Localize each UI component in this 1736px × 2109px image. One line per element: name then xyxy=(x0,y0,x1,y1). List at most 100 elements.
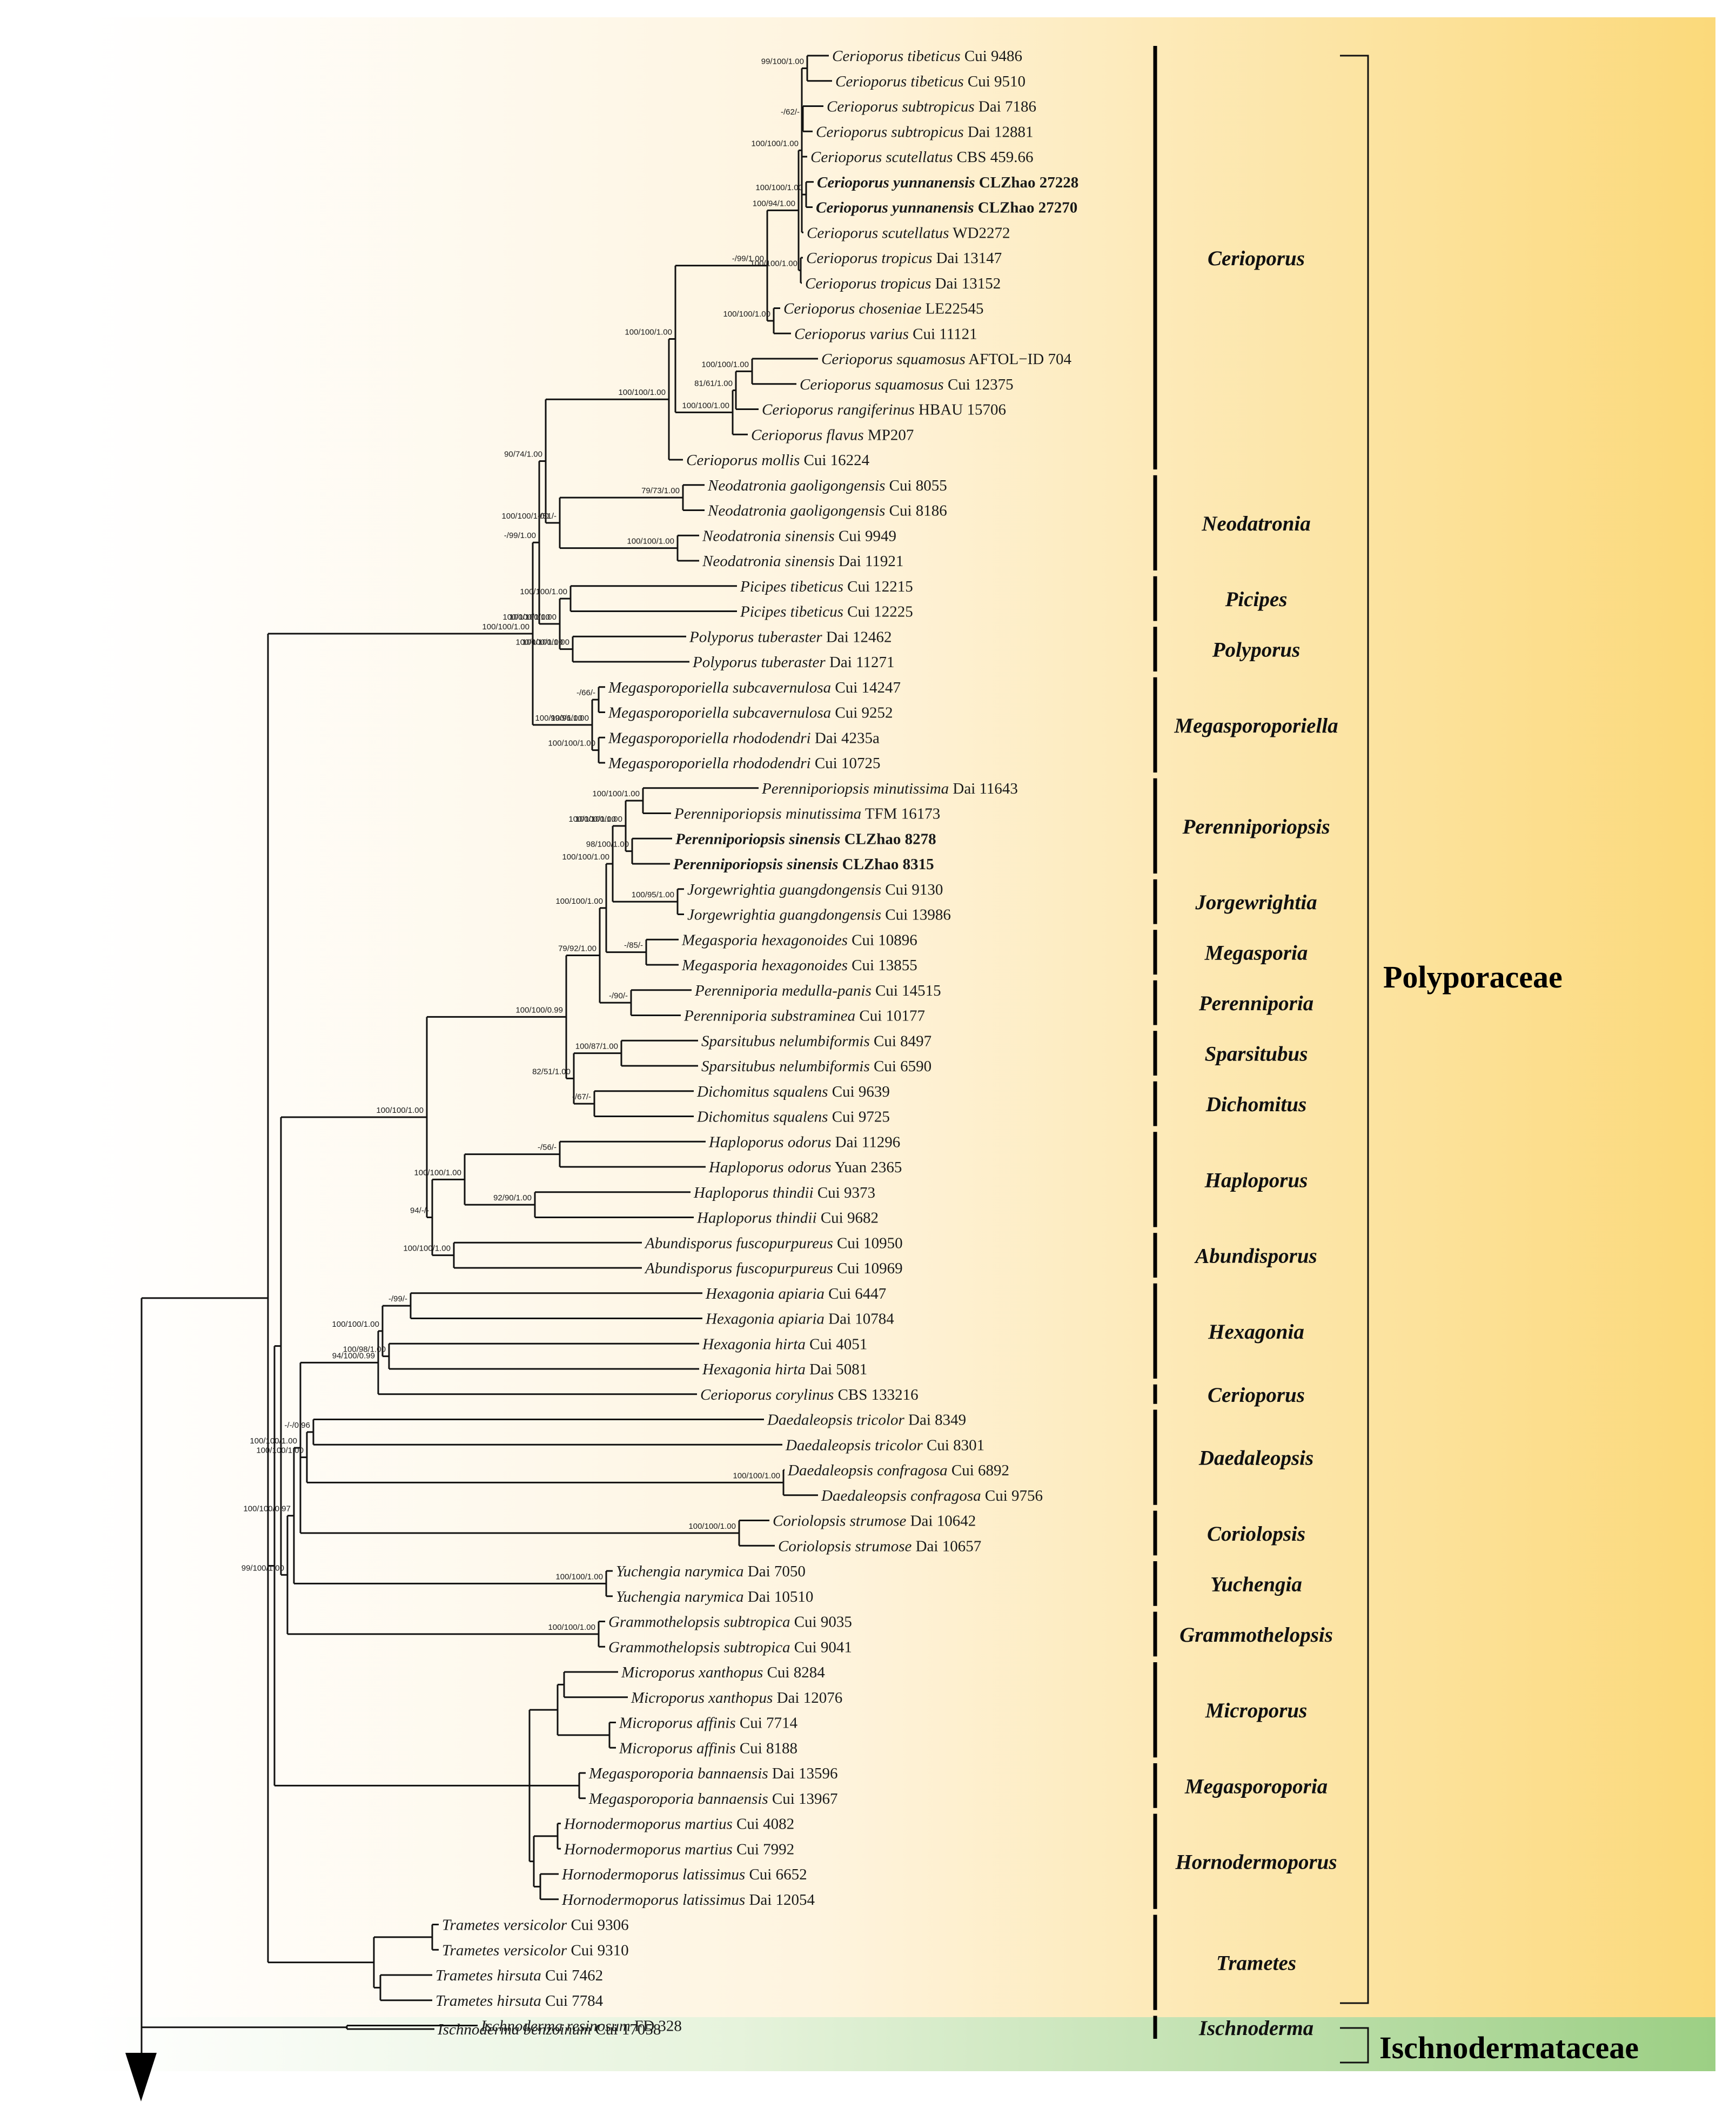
taxon-voucher: Cui 8186 xyxy=(885,502,947,520)
support-value: -/56/- xyxy=(538,1143,557,1152)
taxon-labels: Cerioporus tibeticus Cui 9486Cerioporus … xyxy=(435,48,1078,2038)
taxon-label: Cerioporus subtropicus Dai 7186 xyxy=(827,98,1036,116)
taxon-label: Trametes hirsuta Cui 7462 xyxy=(435,1967,603,1984)
taxon-voucher: TFM 16173 xyxy=(861,805,940,823)
taxon-species: Cerioporus tropicus xyxy=(806,250,932,267)
tree-branches xyxy=(140,55,832,2053)
taxon-label: Cerioporus choseniae LE22545 xyxy=(783,300,984,318)
taxon-label: Megasporoporiella subcavernulosa Cui 142… xyxy=(608,679,901,696)
taxon-voucher: Cui 16224 xyxy=(800,452,869,469)
taxon-voucher: Cui 14247 xyxy=(831,679,901,696)
taxon-voucher: Dai 10784 xyxy=(825,1311,894,1328)
support-value: 100/100/1.00 xyxy=(568,815,616,824)
taxon-species: Trametes hirsuta xyxy=(435,1967,541,1984)
taxon-label: Megasporoporiella subcavernulosa Cui 925… xyxy=(608,704,893,722)
taxon-species: Hornodermoporus martius xyxy=(564,1816,733,1833)
taxon-species: Hornodermoporus latissimus xyxy=(561,1891,745,1909)
taxon-species: Cerioporus scutellatus xyxy=(810,149,953,166)
taxon-species: Cerioporus choseniae xyxy=(783,300,921,318)
taxon-voucher: Cui 6652 xyxy=(745,1866,807,1883)
taxon-species: Coriolopsis strumose xyxy=(778,1537,911,1555)
taxon-species: Picipes tibeticus xyxy=(740,603,843,621)
support-value: -/99/- xyxy=(388,1294,407,1304)
genus-label: Daedaleopsis xyxy=(1198,1447,1313,1470)
taxon-species: Abundisporus fuscopurpureus xyxy=(644,1260,833,1277)
taxon-voucher: Cui 10896 xyxy=(848,931,917,949)
taxon-label: Cerioporus corylinus CBS 133216 xyxy=(700,1386,919,1403)
taxon-voucher: Dai 12076 xyxy=(773,1689,842,1707)
taxon-label: Trametes hirsuta Cui 7784 xyxy=(435,1992,604,2010)
taxon-label: Microporus xanthopus Cui 8284 xyxy=(621,1664,825,1681)
taxon-species: Cerioporus yunnanensis xyxy=(817,174,975,191)
taxon-species: Megasporoporiella subcavernulosa xyxy=(608,679,831,696)
taxon-species: Hexagonia apiaria xyxy=(705,1285,825,1302)
support-value: 100/100/1.00 xyxy=(520,587,567,596)
support-value: 100/100/1.00 xyxy=(332,1320,379,1329)
support-value: -/62/- xyxy=(781,108,800,117)
taxon-label: Cerioporus mollis Cui 16224 xyxy=(686,452,870,469)
taxon-label: Cerioporus scutellatus CBS 459.66 xyxy=(810,149,1034,166)
genus-label: Abundisporus xyxy=(1194,1245,1317,1268)
taxon-voucher: Dai 12881 xyxy=(964,123,1034,140)
taxon-species: Haploporus odorus xyxy=(708,1159,831,1176)
taxon-species: Dichomitus squalens xyxy=(696,1109,828,1126)
taxon-label: Picipes tibeticus Cui 12215 xyxy=(740,578,913,595)
taxon-voucher: Cui 10177 xyxy=(855,1008,925,1025)
support-value: 100/100/1.00 xyxy=(482,622,529,632)
taxon-label: Megasporoporiella rhododendri Dai 4235a xyxy=(608,729,880,747)
taxon-species: Daedaleopsis tricolor xyxy=(785,1436,923,1454)
taxon-voucher: Dai 11921 xyxy=(835,553,904,570)
taxon-label: Cerioporus rangiferinus HBAU 15706 xyxy=(762,401,1006,419)
taxon-voucher: CLZhao 27270 xyxy=(974,199,1078,217)
taxon-voucher: Cui 17058 xyxy=(591,2021,661,2038)
support-value: -/99/1.00 xyxy=(504,531,536,540)
genus-label: Polyporus xyxy=(1212,639,1301,662)
support-value: 94/100/0.99 xyxy=(332,1351,375,1360)
taxon-label: Daedaleopsis tricolor Dai 8349 xyxy=(767,1412,966,1429)
support-value: -/66/- xyxy=(577,688,595,697)
taxon-voucher: WD2272 xyxy=(949,224,1010,241)
support-value: -/90/- xyxy=(609,991,628,1000)
support-value: 79/73/1.00 xyxy=(641,486,680,495)
genus-label: Jorgewrightia xyxy=(1195,891,1317,914)
support-value: 81/61/1.00 xyxy=(694,379,733,388)
genus-label: Haploporus xyxy=(1204,1168,1308,1192)
taxon-label: Coriolopsis strumose Dai 10642 xyxy=(773,1513,976,1530)
support-value: 100/95/1.00 xyxy=(632,890,674,899)
genus-label: Cerioporus xyxy=(1208,247,1305,270)
genus-label: Perenniporia xyxy=(1198,992,1313,1015)
taxon-label: Megasporoporiella rhododendri Cui 10725 xyxy=(608,755,881,772)
taxon-species: Polyporus tuberaster xyxy=(692,654,826,671)
taxon-species: Ischnoderma resinosum xyxy=(480,2018,631,2035)
taxon-species: Grammothelopsis subtropica xyxy=(608,1638,790,1656)
taxon-voucher: Cui 9306 xyxy=(567,1917,628,1934)
genus-label: Megasporoporiella xyxy=(1174,714,1338,737)
taxon-species: Cerioporus tibeticus xyxy=(832,48,961,65)
taxon-species: Microporus affinis xyxy=(619,1715,736,1732)
taxon-species: Trametes versicolor xyxy=(442,1917,567,1934)
family-label-polyporaceae: Polyporaceae xyxy=(1383,959,1563,995)
taxon-species: Hexagonia apiaria xyxy=(705,1311,825,1328)
taxon-voucher: Cui 8497 xyxy=(870,1032,931,1050)
taxon-voucher: Cui 6447 xyxy=(825,1285,886,1302)
taxon-species: Perenniporia substraminea xyxy=(683,1008,855,1025)
taxon-species: Daedaleopsis tricolor xyxy=(767,1412,904,1429)
support-value: 100/100/1.00 xyxy=(256,1446,304,1455)
taxon-label: Cerioporus tropicus Dai 13147 xyxy=(806,250,1002,267)
taxon-voucher: Cui 12375 xyxy=(944,376,1014,393)
taxon-species: Cerioporus tropicus xyxy=(805,275,931,292)
taxon-label: Trametes versicolor Cui 9306 xyxy=(442,1917,629,1934)
taxon-species: Jorgewrightia guangdongensis xyxy=(687,881,881,898)
taxon-voucher: Cui 8055 xyxy=(885,477,947,494)
taxon-voucher: Dai 11643 xyxy=(949,780,1018,797)
support-value: 100/94/1.00 xyxy=(753,199,795,208)
taxon-species: Perenniporiopsis minutissima xyxy=(674,805,861,823)
taxon-label: Hornodermoporus latissimus Dai 12054 xyxy=(561,1891,815,1909)
support-value: -/-/0.96 xyxy=(284,1421,310,1430)
taxon-voucher: Cui 9639 xyxy=(828,1083,889,1100)
taxon-species: Megasporoporiella subcavernulosa xyxy=(608,704,831,722)
taxon-label: Cerioporus tropicus Dai 13152 xyxy=(805,275,1001,292)
taxon-species: Jorgewrightia guangdongensis xyxy=(687,906,881,924)
taxon-voucher: Cui 9130 xyxy=(881,881,943,898)
taxon-voucher: Cui 7462 xyxy=(541,1967,603,1984)
